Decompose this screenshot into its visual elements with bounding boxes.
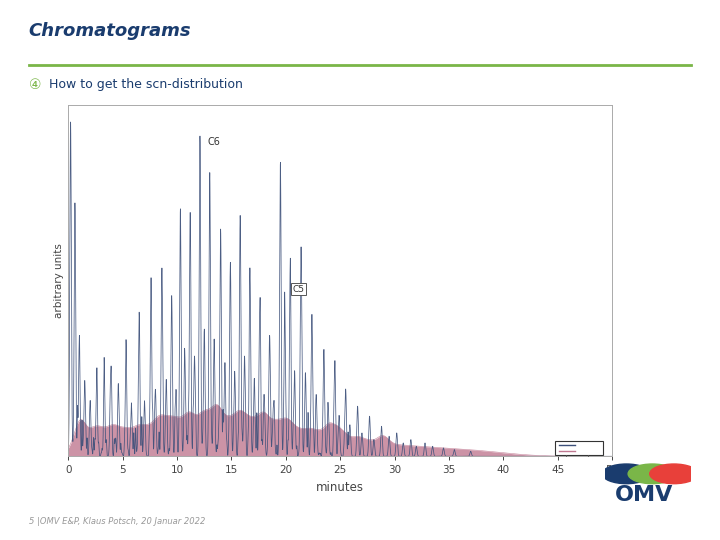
Text: ④: ④ [29, 78, 41, 92]
Text: OMV: OMV [615, 485, 674, 505]
Y-axis label: arbitrary units: arbitrary units [54, 244, 64, 318]
Bar [555, 441, 603, 455]
Circle shape [602, 464, 651, 484]
Text: Chromatograms: Chromatograms [29, 22, 192, 39]
Circle shape [649, 464, 698, 484]
Text: C5: C5 [292, 285, 305, 294]
Circle shape [628, 464, 677, 484]
Text: How to get the scn-distribution: How to get the scn-distribution [49, 78, 243, 91]
Text: C6: C6 [207, 137, 220, 147]
X-axis label: minutes: minutes [316, 481, 364, 494]
Text: 5 |OMV E&P, Klaus Potsch, 20 Januar 2022: 5 |OMV E&P, Klaus Potsch, 20 Januar 2022 [29, 517, 205, 526]
